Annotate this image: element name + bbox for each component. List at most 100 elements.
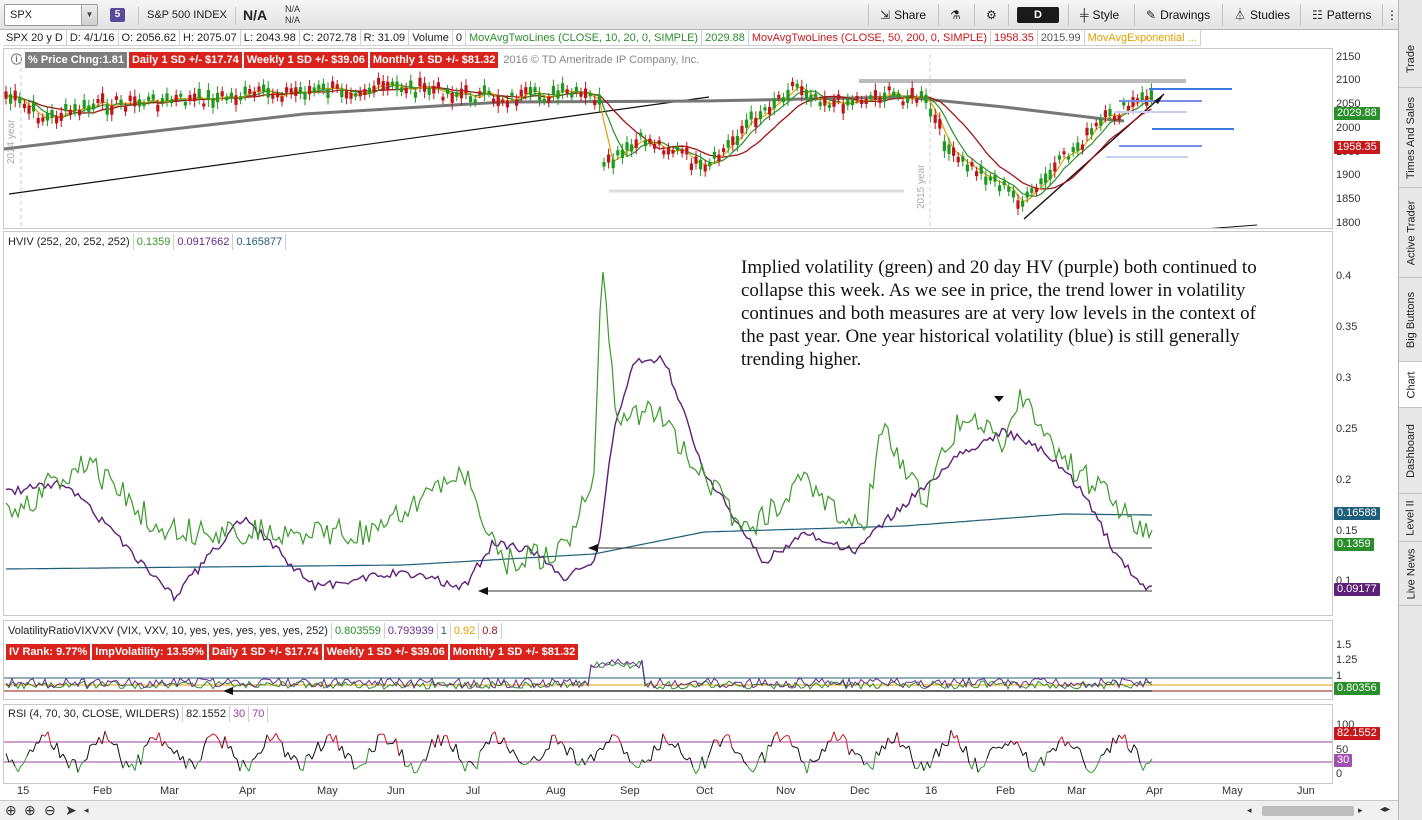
rsi-segment [425,749,430,761]
rsi-segment [794,746,799,749]
expand-icon[interactable]: ◂▸ [1380,804,1391,815]
candle-body [64,103,68,112]
rsi-segment [1148,758,1153,764]
hv-tick: 0.15 [1336,525,1358,537]
rsi-segment [287,752,292,760]
candle-body [234,95,238,105]
vol-ratio-axis[interactable]: 1.5 1.25 1 0.80356 [1333,620,1398,700]
tab-dashboard[interactable]: Dashboard [1399,408,1422,494]
rsi-pane[interactable]: RSI (4, 70, 30, CLOSE, WILDERS) 82.1552 … [3,704,1333,784]
candle-body [271,93,275,99]
rsi-segment [461,762,466,772]
rsi-segment [926,761,931,769]
scroll-left-icon[interactable]: ◂ [84,805,89,815]
vol-ratio-label[interactable]: VolatilityRatioVIXVXV (VIX, VXV, 10, yes… [5,623,332,639]
tab-big-buttons[interactable]: Big Buttons [1399,278,1422,362]
info-icon[interactable]: ⓘ [11,54,22,66]
rsi-segment [101,731,106,745]
candle-body [915,98,919,103]
tab-trade[interactable]: Trade [1399,30,1422,88]
rsi-segment [1064,741,1069,747]
scroll-right-icon[interactable]: ▸ [1358,805,1363,815]
candle-body [229,92,233,99]
symbol-text[interactable]: SPX [10,9,33,21]
candle-body [1080,144,1084,150]
rsi-label[interactable]: RSI (4, 70, 30, CLOSE, WILDERS) [5,706,184,722]
ma-50-200-label[interactable]: MovAvgTwoLines (CLOSE, 50, 200, 0, SIMPL… [749,30,992,45]
toolbar-overflow-button[interactable]: ⋮ [1384,4,1400,26]
studies-button[interactable]: ⏃ Studies [1226,4,1298,26]
toolbar-divider [1222,4,1223,26]
rsi-segment [572,749,577,765]
rsi-segment [191,761,196,770]
vol-ratio-pane[interactable]: VolatilityRatioVIXVXV (VIX, VXV, 10, yes… [3,620,1333,700]
crosshair-icon[interactable]: ⊕ [5,802,17,818]
tab-level-ii[interactable]: Level II [1399,494,1422,542]
rsi-segment [806,759,811,774]
symbol-input[interactable]: SPX ▼ [4,4,98,26]
share-button[interactable]: ⇲ Share [872,4,934,26]
price-pane[interactable]: ⓘ % Price Chng:1.81 Daily 1 SD +/- $17.7… [3,48,1333,229]
symbol-link-badge[interactable]: 5 [110,8,125,22]
ma-10-20-label[interactable]: MovAvgTwoLines (CLOSE, 10, 20, 0, SIMPLE… [466,30,703,45]
hviv-axis[interactable]: 0.4 0.35 0.3 0.25 0.2 0.15 0.1 0.16588 0… [1333,231,1398,616]
hviv-pane[interactable]: HVIV (252, 20, 252, 252) 0.1359 0.091766… [3,231,1333,616]
rsi-segment [851,748,856,755]
rsi-segment [809,758,814,763]
hv-tick: 0.35 [1336,321,1358,333]
gear-icon: ⚙ [986,8,997,22]
rsi-segment [311,751,316,760]
symbol-dropdown-icon[interactable]: ▼ [81,5,97,25]
scroll-left-small-icon[interactable]: ◂ [1247,805,1252,815]
ema-label[interactable]: MovAvgExponential ... [1085,30,1201,45]
tab-live-news[interactable]: Live News [1399,542,1422,606]
rsi-segment [638,759,643,768]
candle-body [924,94,928,103]
candle-body [754,117,758,127]
rsi-segment [1016,741,1021,749]
tab-active-trader[interactable]: Active Trader [1399,188,1422,278]
rsi-segment [602,742,607,751]
style-button[interactable]: ╪ Style [1072,4,1127,26]
tab-times-and-sales[interactable]: Times And Sales [1399,88,1422,188]
rsi-segment [362,762,367,765]
rsi-segment [1031,770,1036,772]
rsi-axis[interactable]: 100 50 0 82.1552 30 [1333,704,1398,784]
rsi-segment [491,731,496,735]
price-axis[interactable]: 2150 2100 2050 2000 1950 1900 1850 1800 … [1333,48,1398,229]
flask-button[interactable]: ⚗ [942,4,973,26]
candle-body [542,98,546,102]
drawings-button[interactable]: ✎ Drawings [1138,4,1218,26]
rsi-oversold-tag: 30 [1334,754,1353,767]
ma-10-20-value: 2029.88 [702,30,749,45]
cursor-icon[interactable]: ➤ [65,802,77,818]
rsi-segment [407,762,412,768]
candle-body [18,97,22,104]
horizontal-scrollbar[interactable] [1262,806,1354,816]
candle-body [289,88,293,95]
zoom-out-icon[interactable]: ⊖ [44,802,56,818]
candle-body [556,90,560,99]
aggregation-button[interactable]: D [1017,7,1059,23]
rsi-segment [821,748,826,752]
settings-button[interactable]: ⚙ [978,4,1009,26]
rsi-segment [476,751,481,770]
rsi-segment [5,753,10,763]
zoom-in-icon[interactable]: ⊕ [24,802,36,818]
hviv-label[interactable]: HVIV (252, 20, 252, 252) [5,234,134,250]
weekly-sd-bubble: Weekly 1 SD +/- $39.06 [243,52,368,68]
style-label: Style [1092,8,1120,22]
candle-body [128,95,132,102]
rsi-segment [404,765,409,768]
candle-body [308,85,312,95]
rsi-segment [209,733,214,737]
candle-body [469,96,473,102]
candle-body [418,77,422,87]
date-axis[interactable]: 15 Feb Mar Apr May Jun Jul Aug Sep Oct Nov Dec 16 Feb… [3,784,1333,800]
rsi-segment [596,747,601,752]
vr-value-3: 1 [438,623,451,639]
tab-chart[interactable]: Chart [1399,362,1422,408]
rsi-segment [164,741,169,748]
rsi-segment [881,745,886,750]
patterns-button[interactable]: ☷ Patterns [1304,4,1379,26]
